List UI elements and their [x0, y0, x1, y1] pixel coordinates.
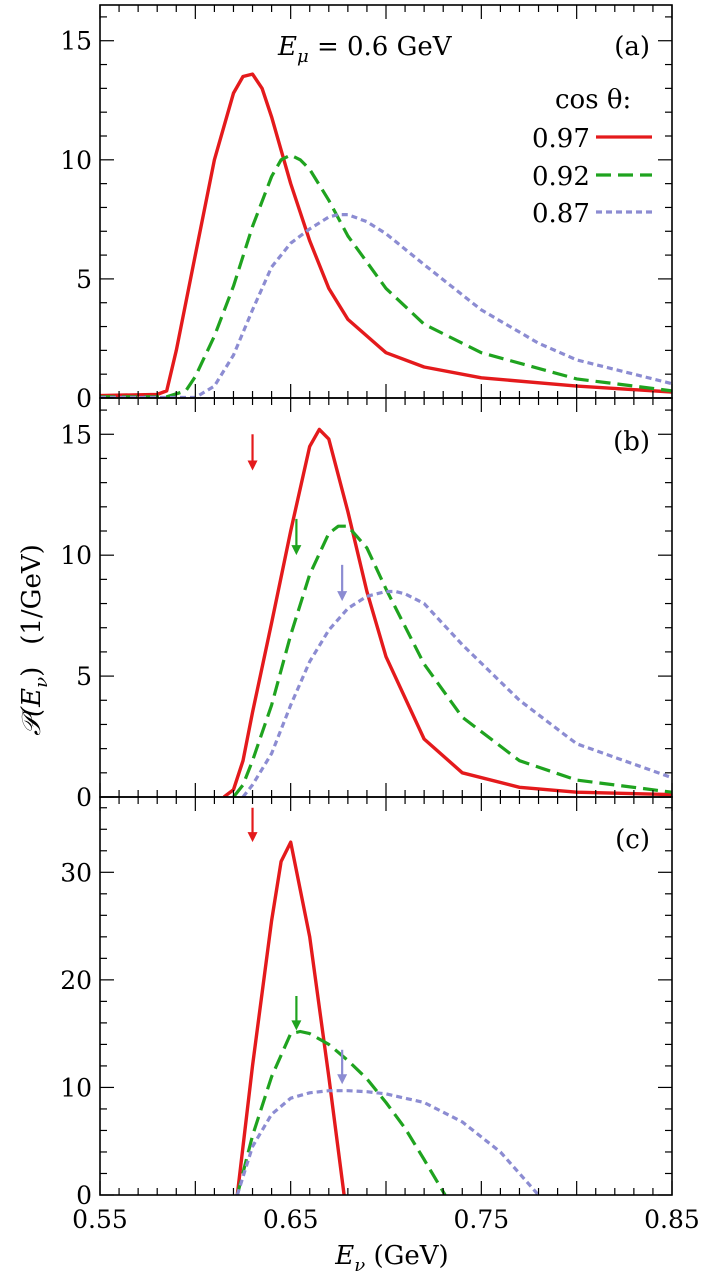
series-line-092-panel-3 [235, 1029, 447, 1195]
peak-arrow-2-panel-2 [291, 518, 302, 556]
y-axis-label-close: ) [17, 667, 47, 677]
peak-arrow-3-panel-3 [337, 1049, 348, 1085]
y-tick-label: 10 [60, 146, 92, 175]
energy-annotation: Eμ = 0.6 GeV [277, 32, 453, 67]
x-tick-label: 0.85 [644, 1205, 700, 1234]
panel-label-b: (b) [613, 427, 650, 457]
legend-label-097: 0.97 [532, 124, 590, 154]
y-tick-label: 5 [76, 265, 92, 294]
y-tick-label: 30 [60, 858, 92, 887]
y-tick-label: 15 [60, 27, 92, 56]
x-tick-label: 0.65 [263, 1205, 319, 1234]
peak-arrow-3-panel-2 [337, 564, 348, 602]
series-line-092-panel-2 [232, 524, 672, 797]
panel-label-a: (a) [614, 32, 650, 62]
y-tick-label: 20 [60, 966, 92, 995]
y-axis-label-fn: 𝒫(E [17, 688, 47, 736]
x-axis-label-units: (GeV) [365, 1241, 448, 1271]
annotation-sub: μ [297, 46, 309, 67]
x-axis-label-var: E [334, 1241, 354, 1271]
y-axis-label-sub: ν [31, 677, 52, 688]
y-tick-label: 0 [76, 1181, 92, 1210]
peak-arrow-1-panel-3 [247, 807, 258, 843]
chart-panel-3: 0 10 20 30 0.55 0.65 0.75 0.85 [60, 796, 700, 1234]
y-tick-label: 5 [76, 662, 92, 691]
y-tick-label: 0 [76, 783, 92, 812]
y-tick-label: 10 [60, 1073, 92, 1102]
panel-label-c: (c) [615, 825, 650, 855]
legend-title: cos θ: [555, 85, 631, 115]
series-line-097-panel-3 [235, 840, 346, 1195]
series-line-087-panel-2 [241, 589, 672, 797]
series-line-097-panel-1 [100, 72, 672, 398]
annotation-value: = 0.6 GeV [309, 32, 453, 62]
series-line-087-panel-3 [235, 1089, 540, 1195]
peak-arrow-1-panel-2 [247, 434, 258, 471]
peak-arrow-2-panel-3 [291, 996, 302, 1031]
y-axis-label-units: (1/GeV) [17, 544, 47, 645]
x-tick-label: 0.55 [72, 1205, 128, 1234]
x-tick-label: 0.75 [453, 1205, 509, 1234]
plot-frame-2 [99, 397, 673, 798]
chart-panel-1: 0 5 10 15 [60, 4, 673, 413]
plot-frame-3 [99, 796, 673, 1196]
legend-label-087: 0.87 [532, 199, 590, 229]
series-line-087-panel-1 [100, 213, 672, 398]
y-tick-label: 10 [60, 541, 92, 570]
legend: cos θ: 0.97 0.92 0.87 [532, 85, 652, 229]
chart-panel-2: 0 5 10 15 [60, 397, 673, 812]
annotation-var: E [277, 32, 297, 62]
legend-label-092: 0.92 [532, 162, 590, 192]
x-axis-label: Eν (GeV) [334, 1241, 448, 1276]
y-tick-label: 0 [76, 384, 92, 413]
y-axis-label: 𝒫(Eν) (1/GeV) [17, 544, 52, 736]
x-axis-label-sub: ν [354, 1255, 365, 1276]
series-line-097-panel-2 [222, 427, 672, 797]
y-tick-label: 15 [60, 420, 92, 449]
